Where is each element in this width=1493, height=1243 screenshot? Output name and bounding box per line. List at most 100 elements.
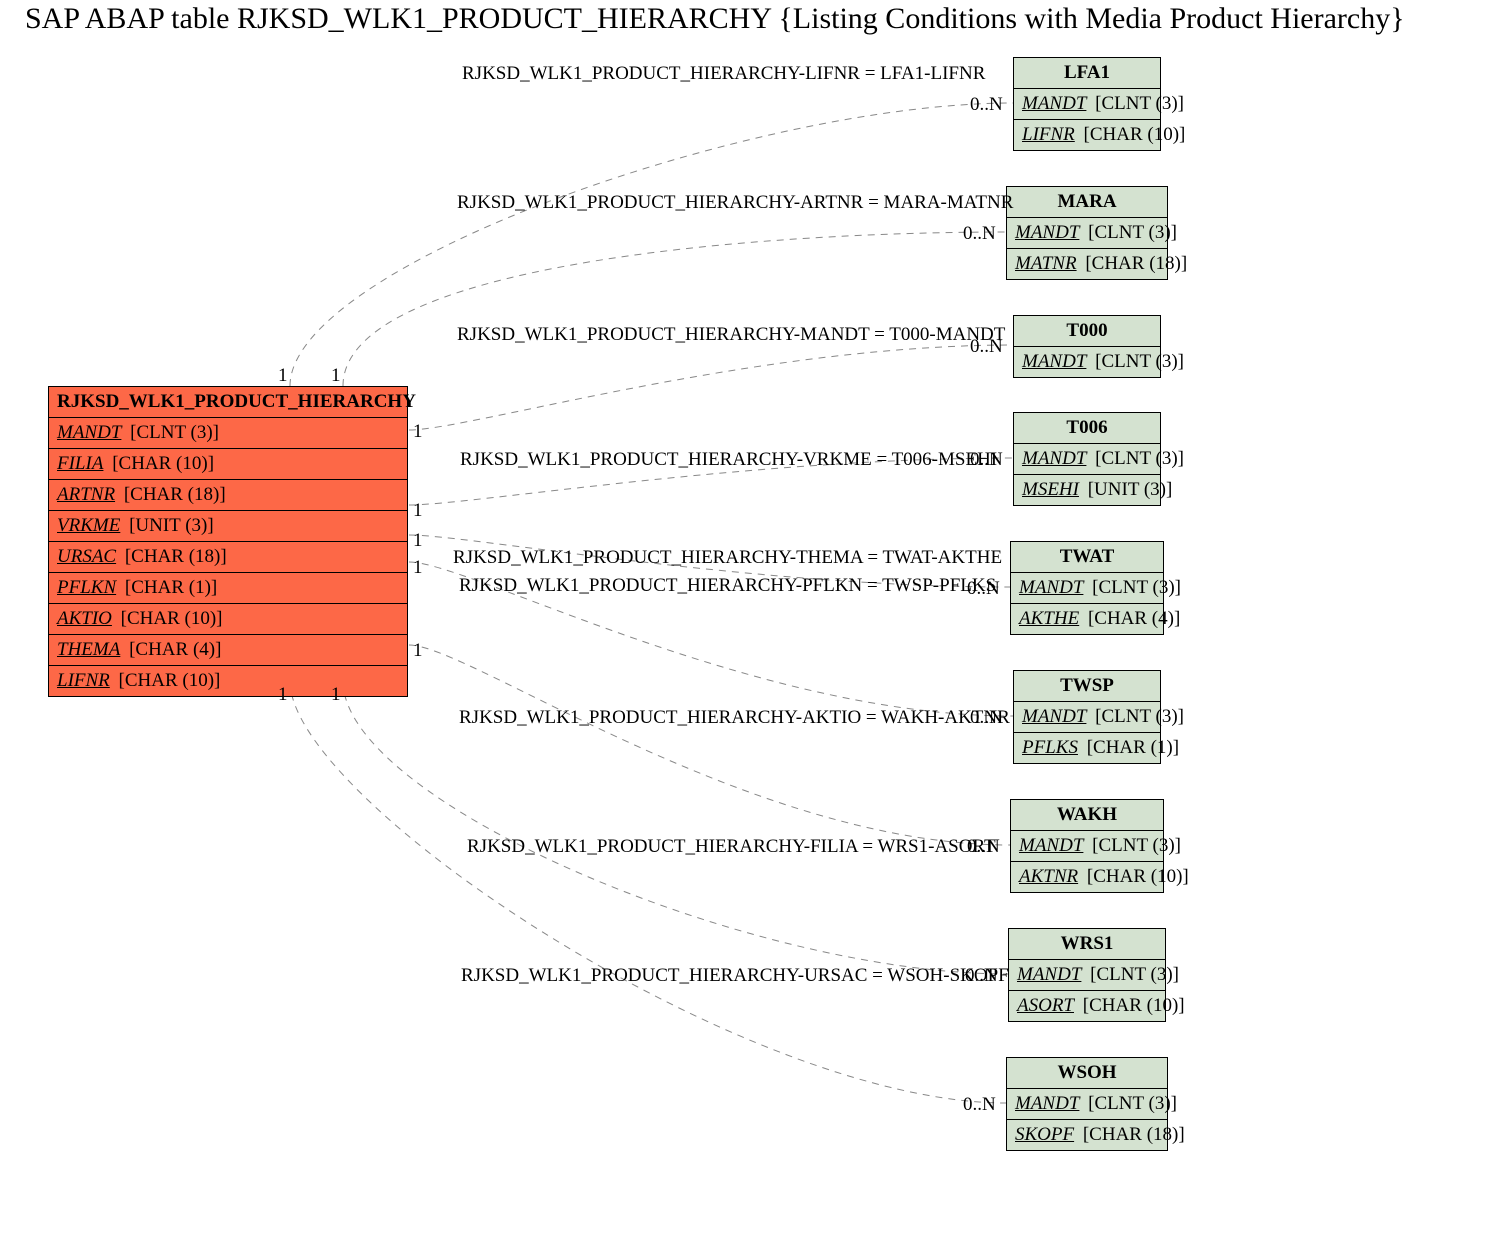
entity-field: AKTHE [CHAR (4)]: [1011, 604, 1163, 634]
relation-label: RJKSD_WLK1_PRODUCT_HIERARCHY-URSAC = WSO…: [461, 965, 1009, 987]
entity-field: MATNR [CHAR (18)]: [1007, 249, 1167, 279]
entity-header: T000: [1014, 316, 1160, 347]
relation-label: RJKSD_WLK1_PRODUCT_HIERARCHY-FILIA = WRS…: [467, 836, 996, 858]
entity-field: MANDT [CLNT (3)]: [1009, 960, 1165, 991]
field-type: [CHAR (10)]: [1078, 995, 1185, 1016]
entity-field: THEMA [CHAR (4)]: [49, 635, 407, 666]
field-name: MANDT: [1022, 448, 1086, 469]
cardinality-from: 1: [413, 640, 423, 662]
entity-field: PFLKS [CHAR (1)]: [1014, 733, 1160, 763]
entity-header: MARA: [1007, 187, 1167, 218]
entity-field: MANDT [CLNT (3)]: [1014, 444, 1160, 475]
field-name: MANDT: [1017, 964, 1081, 985]
relation-edge: [409, 645, 1010, 845]
field-type: [CLNT (3)]: [1090, 93, 1184, 114]
field-type: [CHAR (4)]: [1083, 608, 1180, 629]
field-type: [CLNT (3)]: [1083, 1093, 1177, 1114]
entity-field: MANDT [CLNT (3)]: [1014, 89, 1160, 120]
relation-label: RJKSD_WLK1_PRODUCT_HIERARCHY-ARTNR = MAR…: [457, 192, 1013, 214]
entity-header: RJKSD_WLK1_PRODUCT_HIERARCHY: [49, 387, 407, 418]
entity-header: WSOH: [1007, 1058, 1167, 1089]
entity-field: MANDT [CLNT (3)]: [49, 418, 407, 449]
field-name: PFLKS: [1022, 737, 1078, 758]
relation-edge: [290, 681, 1006, 1103]
field-name: URSAC: [57, 546, 116, 567]
entity-field: SKOPF [CHAR (18)]: [1007, 1120, 1167, 1150]
cardinality-from: 1: [413, 530, 423, 552]
relation-label: RJKSD_WLK1_PRODUCT_HIERARCHY-VRKME = T00…: [460, 449, 997, 471]
field-type: [CLNT (3)]: [1090, 448, 1184, 469]
entity-field: LIFNR [CHAR (10)]: [49, 666, 407, 696]
relation-label: RJKSD_WLK1_PRODUCT_HIERARCHY-LIFNR = LFA…: [462, 63, 985, 85]
cardinality-to: 0..N: [970, 336, 1003, 358]
entity-wakh: WAKHMANDT [CLNT (3)]AKTNR [CHAR (10)]: [1010, 799, 1164, 893]
entity-field: MSEHI [UNIT (3)]: [1014, 475, 1160, 505]
entity-field: MANDT [CLNT (3)]: [1014, 347, 1160, 377]
entity-mara: MARAMANDT [CLNT (3)]MATNR [CHAR (18)]: [1006, 186, 1168, 280]
field-type: [CHAR (10)]: [116, 608, 223, 629]
field-name: ASORT: [1017, 995, 1074, 1016]
field-name: PFLKN: [57, 577, 116, 598]
field-type: [CLNT (3)]: [125, 422, 219, 443]
entity-field: URSAC [CHAR (18)]: [49, 542, 407, 573]
field-name: ARTNR: [57, 484, 115, 505]
relation-edge: [343, 232, 1006, 386]
field-type: [CHAR (18)]: [1081, 253, 1188, 274]
relation-label: RJKSD_WLK1_PRODUCT_HIERARCHY-AKTIO = WAK…: [459, 707, 1010, 729]
entity-field: ASORT [CHAR (10)]: [1009, 991, 1165, 1021]
cardinality-to: 0..N: [963, 1094, 996, 1116]
field-name: VRKME: [57, 515, 120, 536]
entity-header: LFA1: [1014, 58, 1160, 89]
field-type: [CHAR (10)]: [107, 453, 214, 474]
field-type: [CLNT (3)]: [1087, 577, 1181, 598]
entity-field: FILIA [CHAR (10)]: [49, 449, 407, 480]
field-type: [CLNT (3)]: [1085, 964, 1179, 985]
entity-t006: T006MANDT [CLNT (3)]MSEHI [UNIT (3)]: [1013, 412, 1161, 506]
field-type: [CHAR (10)]: [1079, 124, 1186, 145]
field-name: AKTIO: [57, 608, 112, 629]
cardinality-from: 1: [331, 365, 341, 387]
entity-field: ARTNR [CHAR (18)]: [49, 480, 407, 511]
field-type: [CLNT (3)]: [1083, 222, 1177, 243]
entity-header: T006: [1014, 413, 1160, 444]
entity-field: MANDT [CLNT (3)]: [1011, 573, 1163, 604]
field-name: MANDT: [1022, 706, 1086, 727]
field-type: [CHAR (10)]: [1082, 866, 1189, 887]
field-name: MANDT: [1019, 577, 1083, 598]
entity-lfa1: LFA1MANDT [CLNT (3)]LIFNR [CHAR (10)]: [1013, 57, 1161, 151]
entity-header: WRS1: [1009, 929, 1165, 960]
cardinality-from: 1: [413, 557, 423, 579]
entity-field: MANDT [CLNT (3)]: [1007, 1089, 1167, 1120]
field-name: MANDT: [57, 422, 121, 443]
entity-field: MANDT [CLNT (3)]: [1007, 218, 1167, 249]
field-name: MSEHI: [1022, 479, 1079, 500]
field-type: [CHAR (4)]: [124, 639, 221, 660]
entity-field: LIFNR [CHAR (10)]: [1014, 120, 1160, 150]
field-type: [UNIT (3)]: [124, 515, 213, 536]
relation-label: RJKSD_WLK1_PRODUCT_HIERARCHY-MANDT = T00…: [457, 324, 1005, 346]
entity-header: TWSP: [1014, 671, 1160, 702]
field-type: [CHAR (18)]: [119, 484, 226, 505]
field-name: LIFNR: [57, 670, 110, 691]
entity-rjksd_wlk1_product_hierarchy: RJKSD_WLK1_PRODUCT_HIERARCHYMANDT [CLNT …: [48, 386, 408, 697]
field-type: [CLNT (3)]: [1090, 351, 1184, 372]
cardinality-from: 1: [331, 684, 341, 706]
field-type: [CHAR (18)]: [1078, 1124, 1185, 1145]
entity-t000: T000MANDT [CLNT (3)]: [1013, 315, 1161, 378]
entity-field: MANDT [CLNT (3)]: [1014, 702, 1160, 733]
entity-field: VRKME [UNIT (3)]: [49, 511, 407, 542]
field-name: LIFNR: [1022, 124, 1075, 145]
field-type: [CHAR (10)]: [114, 670, 221, 691]
field-type: [CHAR (1)]: [1082, 737, 1179, 758]
entity-twsp: TWSPMANDT [CLNT (3)]PFLKS [CHAR (1)]: [1013, 670, 1161, 764]
field-name: SKOPF: [1015, 1124, 1074, 1145]
field-type: [UNIT (3)]: [1083, 479, 1172, 500]
field-type: [CHAR (1)]: [120, 577, 217, 598]
cardinality-from: 1: [413, 421, 423, 443]
field-name: THEMA: [57, 639, 120, 660]
entity-twat: TWATMANDT [CLNT (3)]AKTHE [CHAR (4)]: [1010, 541, 1164, 635]
entity-field: AKTIO [CHAR (10)]: [49, 604, 407, 635]
cardinality-to: 0..N: [970, 94, 1003, 116]
relation-label: RJKSD_WLK1_PRODUCT_HIERARCHY-PFLKN = TWS…: [459, 575, 996, 597]
cardinality-from: 1: [278, 684, 288, 706]
